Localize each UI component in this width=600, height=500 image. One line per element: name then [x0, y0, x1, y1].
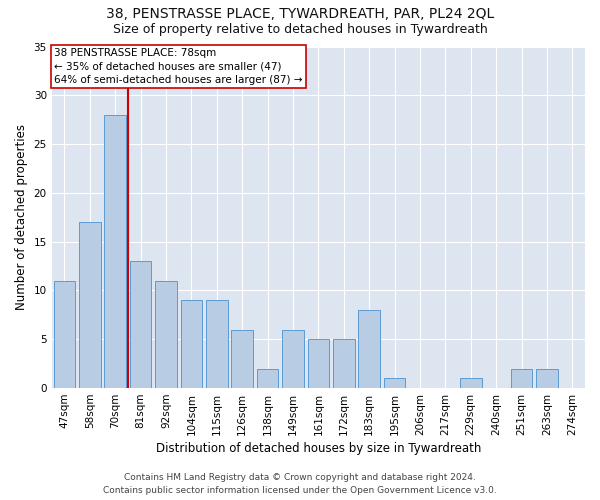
Bar	[358, 310, 380, 388]
Bar	[53, 280, 75, 388]
Bar	[79, 222, 101, 388]
Bar	[130, 261, 151, 388]
X-axis label: Distribution of detached houses by size in Tywardreath: Distribution of detached houses by size …	[155, 442, 481, 455]
Bar	[181, 300, 202, 388]
Bar	[206, 300, 227, 388]
Bar	[257, 368, 278, 388]
Bar	[333, 340, 355, 388]
Bar	[511, 368, 532, 388]
Bar	[155, 280, 177, 388]
Text: 38 PENSTRASSE PLACE: 78sqm
← 35% of detached houses are smaller (47)
64% of semi: 38 PENSTRASSE PLACE: 78sqm ← 35% of deta…	[54, 48, 303, 85]
Text: Contains HM Land Registry data © Crown copyright and database right 2024.
Contai: Contains HM Land Registry data © Crown c…	[103, 473, 497, 495]
Y-axis label: Number of detached properties: Number of detached properties	[15, 124, 28, 310]
Text: Size of property relative to detached houses in Tywardreath: Size of property relative to detached ho…	[113, 22, 487, 36]
Text: 38, PENSTRASSE PLACE, TYWARDREATH, PAR, PL24 2QL: 38, PENSTRASSE PLACE, TYWARDREATH, PAR, …	[106, 8, 494, 22]
Bar	[384, 378, 406, 388]
Bar	[104, 115, 126, 388]
Bar	[308, 340, 329, 388]
Bar	[460, 378, 482, 388]
Bar	[232, 330, 253, 388]
Bar	[536, 368, 557, 388]
Bar	[282, 330, 304, 388]
